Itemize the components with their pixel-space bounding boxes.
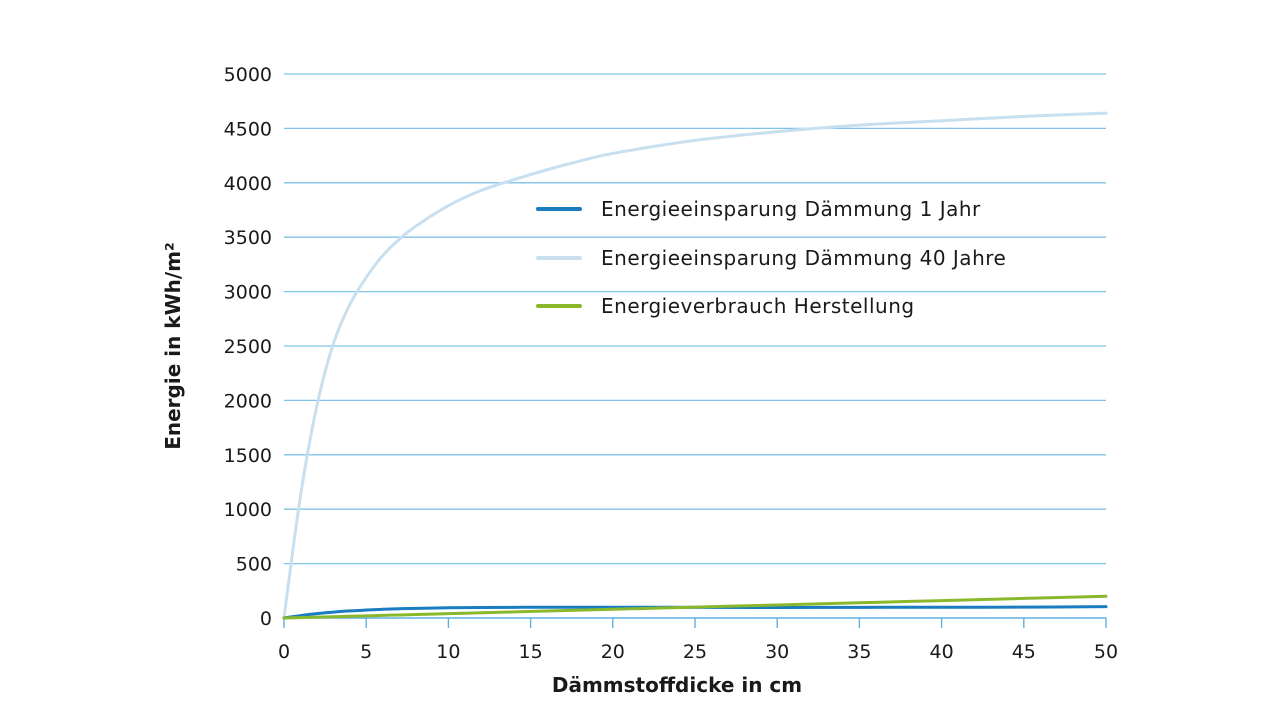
y-axis-ticks: 0 500 1000 1500 2000 2500 3000 3500 4000 4500 5000 <box>224 64 272 630</box>
x-axis-title: Dämmstoffdicke in cm <box>552 673 802 697</box>
y-tick-label-3500: 3500 <box>224 227 272 249</box>
x-tick-label-45: 45 <box>1012 641 1036 663</box>
y-axis-title: Energie in kWh/m² <box>161 242 185 450</box>
x-tick-label-25: 25 <box>683 641 707 663</box>
legend-label-1: Energieeinsparung Dämmung 1 Jahr <box>601 197 981 221</box>
series-line-3 <box>282 594 1108 620</box>
x-tick-label-40: 40 <box>930 641 954 663</box>
series-line-1 <box>282 605 1108 620</box>
y-tick-label-2500: 2500 <box>224 336 272 358</box>
x-tick-label-15: 15 <box>519 641 543 663</box>
y-tick-label-1000: 1000 <box>224 499 272 521</box>
y-tick-label-0: 0 <box>260 608 272 630</box>
x-tick-label-0: 0 <box>278 641 290 663</box>
x-tick-label-50: 50 <box>1094 641 1118 663</box>
legend-label-3: Energieverbrauch Herstellung <box>601 294 915 318</box>
y-tick-label-1500: 1500 <box>224 445 272 467</box>
x-tick-label-30: 30 <box>765 641 789 663</box>
y-tick-label-4000: 4000 <box>224 173 272 195</box>
x-tick-label-5: 5 <box>360 641 372 663</box>
gridlines <box>284 73 1106 565</box>
x-tick-label-35: 35 <box>847 641 871 663</box>
legend: Energieeinsparung Dämmung 1 Jahr Energiee… <box>536 197 1006 318</box>
series-lines <box>282 111 1108 620</box>
y-tick-label-5000: 5000 <box>224 64 272 86</box>
legend-label-2: Energieeinsparung Dämmung 40 Jahre <box>601 246 1006 270</box>
y-tick-label-3000: 3000 <box>224 282 272 304</box>
x-axis: 0 5 10 15 20 25 30 35 40 45 50 <box>278 617 1118 663</box>
x-tick-label-10: 10 <box>436 641 460 663</box>
series-line-2 <box>282 111 1108 620</box>
y-tick-label-500: 500 <box>236 554 272 576</box>
y-tick-label-2000: 2000 <box>224 390 272 412</box>
y-tick-label-4500: 4500 <box>224 118 272 140</box>
x-tick-label-20: 20 <box>601 641 625 663</box>
